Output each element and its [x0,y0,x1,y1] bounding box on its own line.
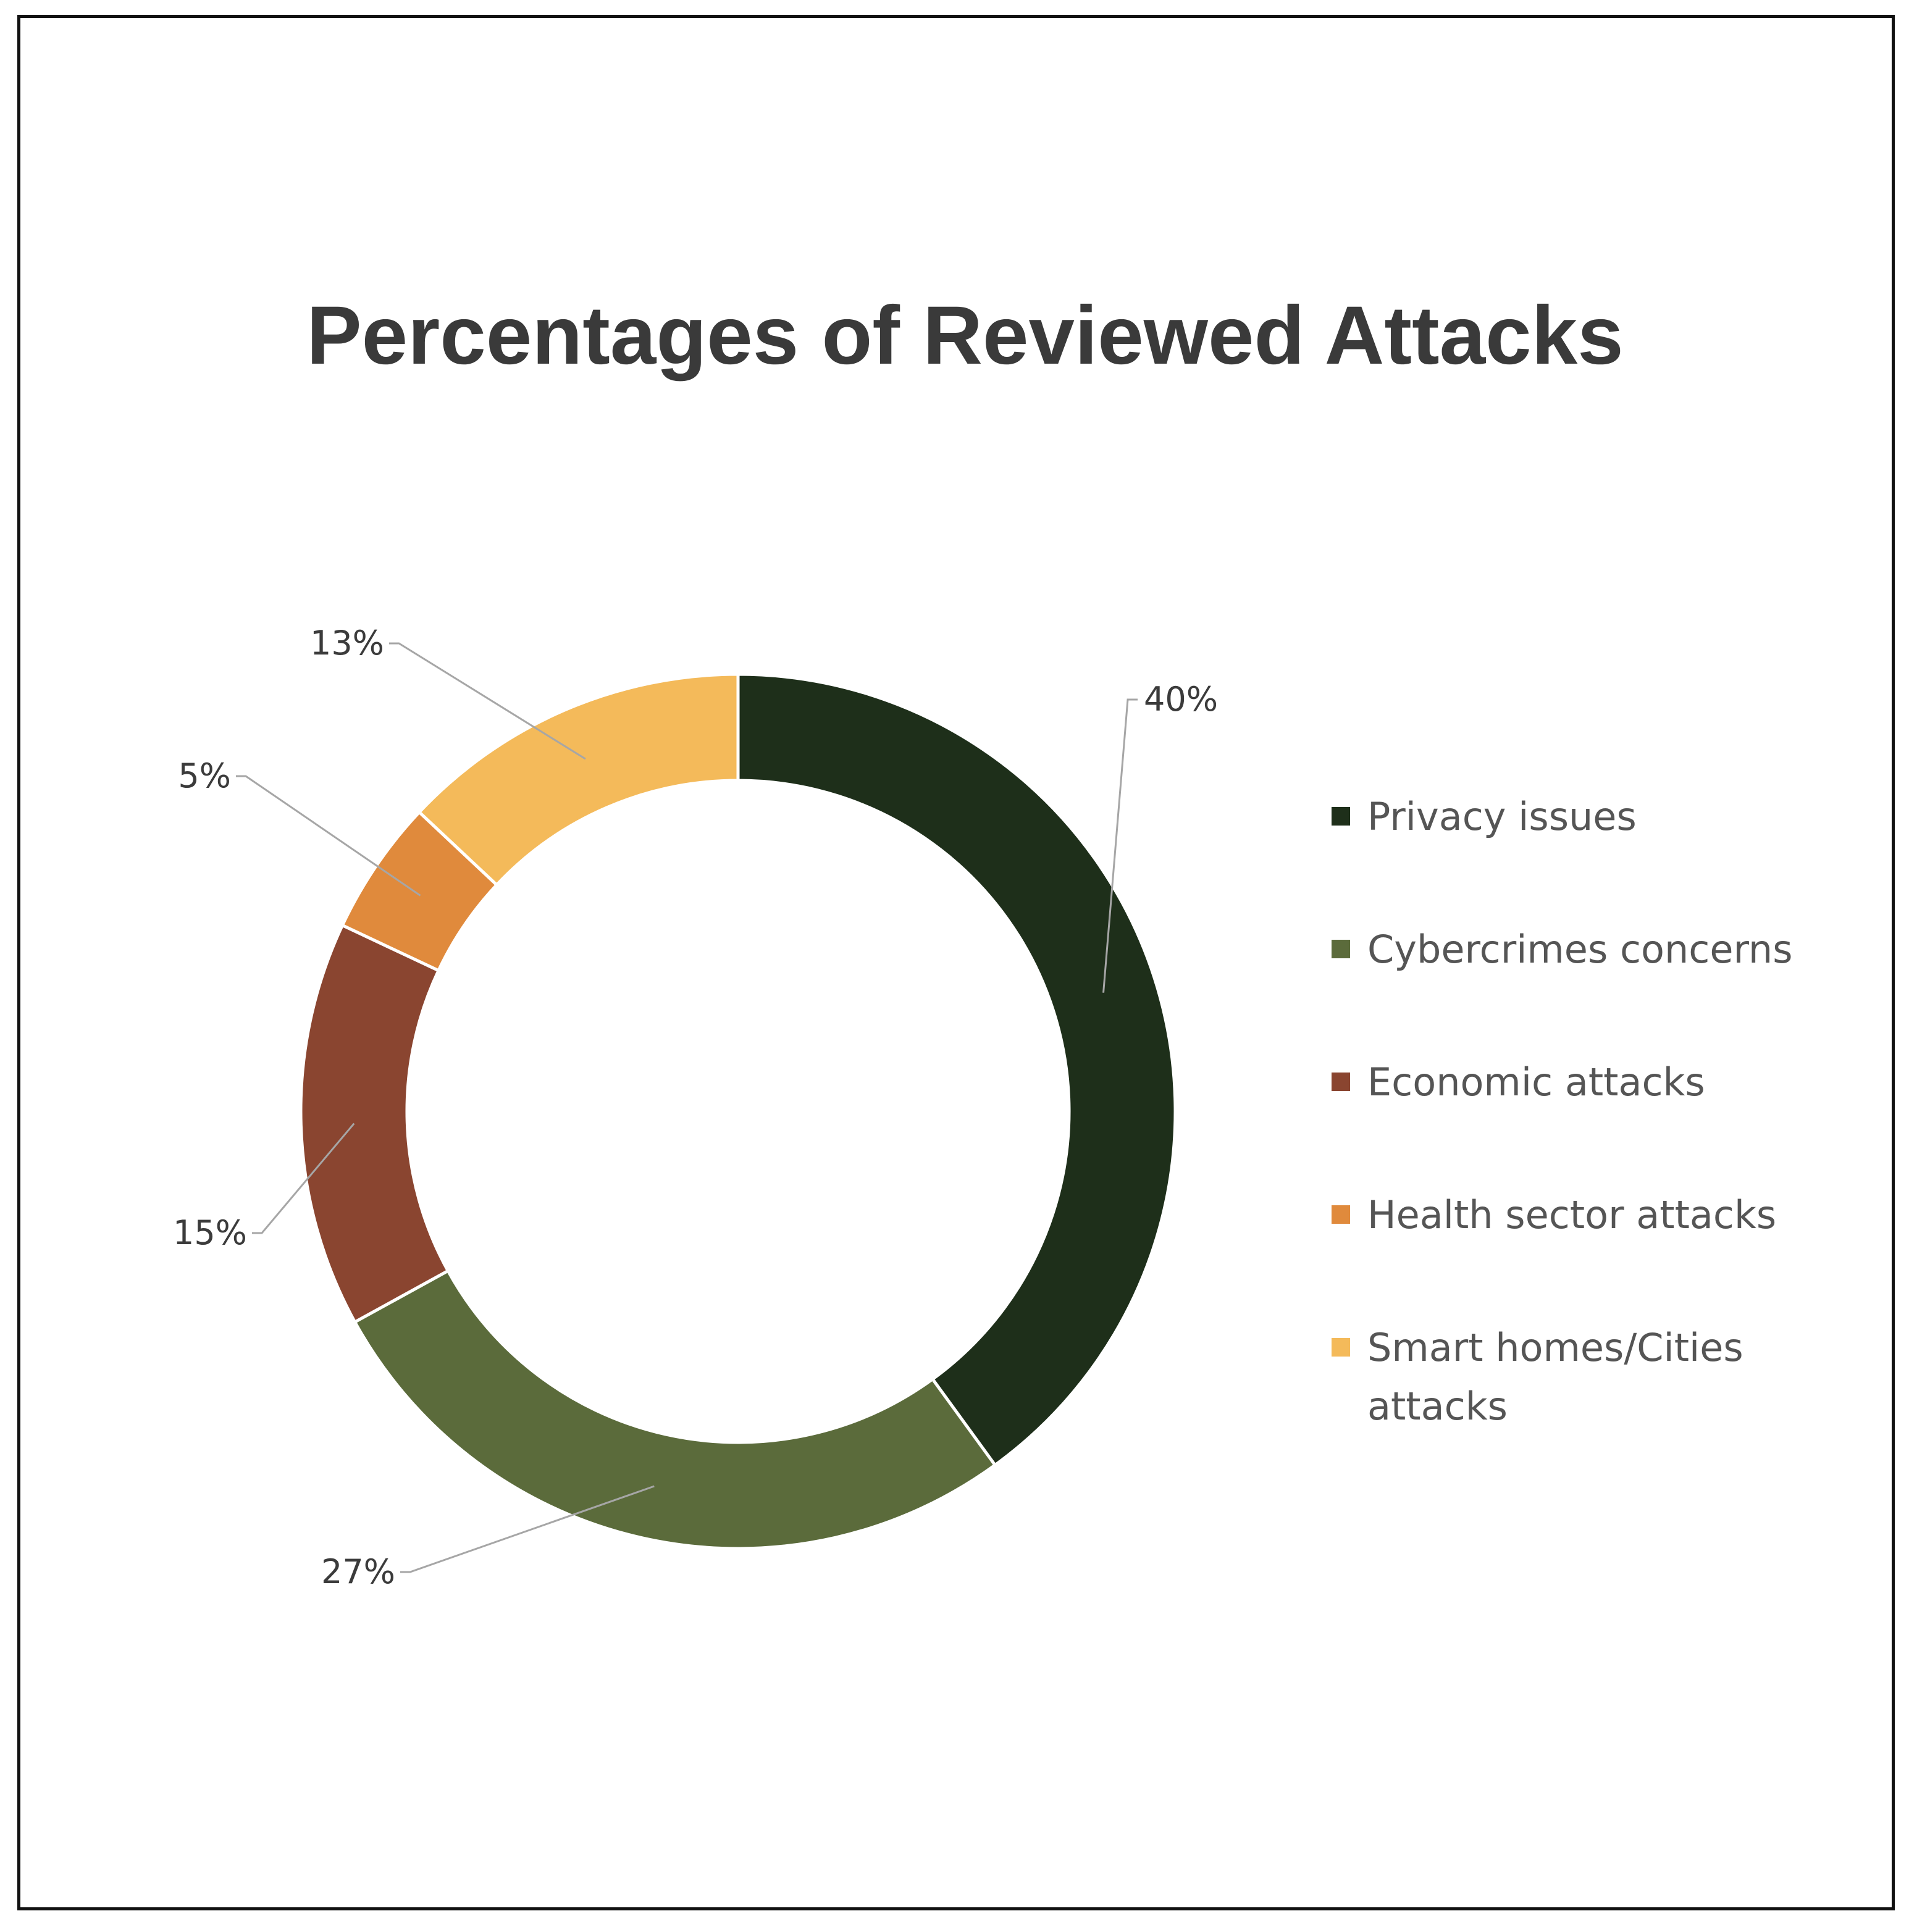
chart-title: Percentages of Reviewed Attacks [306,290,1624,382]
legend-swatch-health-sector-attacks [1332,1205,1350,1224]
legend-label-health-sector-attacks: Health sector attacks [1367,1192,1776,1237]
leader-line-economic-attacks [252,1123,355,1234]
data-label-privacy-issues: 40% [1144,680,1218,719]
legend-label-smart-homes-cities-attacks: Smart homes/Cities attacks [1367,1325,1743,1429]
leader-line-smart-homes-cities-attacks [389,642,586,760]
legend-swatch-smart-homes-cities-attacks [1332,1338,1350,1357]
slice-privacy-issues [736,672,1177,1468]
legend-item-health-sector-attacks: Health sector attacks [1332,1192,1776,1237]
data-label-cybercrimes-concerns: 27% [321,1552,395,1591]
legend: Privacy issues Cybercrimes concerns Econom… [1332,794,1793,1429]
legend-item-smart-homes-cities-attacks: Smart homes/Cities attacks [1332,1325,1743,1429]
donut-slices [299,672,1177,1550]
slice-economic-attacks [299,923,450,1324]
legend-swatch-economic-attacks [1332,1073,1350,1091]
leader-line-health-sector-attacks [236,775,421,897]
legend-label-privacy-issues: Privacy issues [1367,794,1637,839]
slice-smart-homes-cities-attacks [417,672,740,887]
data-label-economic-attacks: 15% [173,1213,247,1252]
legend-swatch-cybercrimes-concerns [1332,940,1350,958]
legend-label-economic-attacks: Economic attacks [1367,1060,1705,1105]
data-label-smart-homes-cities-attacks: 13% [310,624,384,663]
leader-lines [236,642,1138,1573]
legend-item-privacy-issues: Privacy issues [1332,794,1637,839]
legend-swatch-privacy-issues [1332,807,1350,826]
data-label-health-sector-attacks: 5% [178,756,231,795]
legend-label-cybercrimes-concerns: Cybercrimes concerns [1367,927,1793,972]
legend-item-economic-attacks: Economic attacks [1332,1060,1705,1105]
slice-cybercrimes-concerns [353,1268,997,1550]
data-labels: 40% 27% 15% 5% 13% [173,624,1218,1591]
leader-line-privacy-issues [1102,698,1138,993]
legend-item-cybercrimes-concerns: Cybercrimes concerns [1332,927,1793,972]
leader-line-cybercrimes-concerns [400,1485,655,1573]
